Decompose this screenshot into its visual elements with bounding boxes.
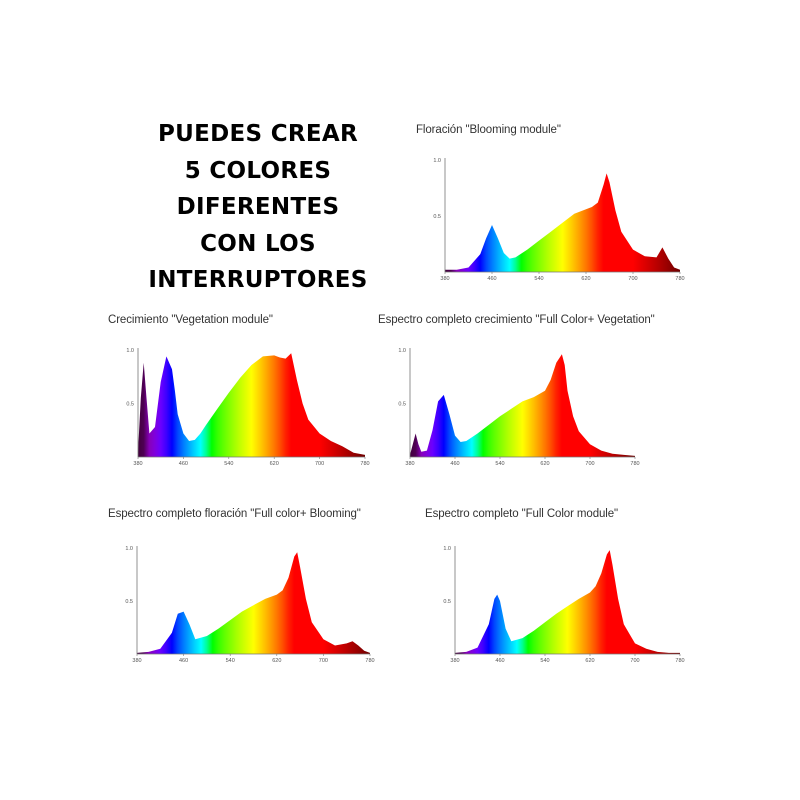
x-tick-label: 460 [487,276,496,282]
x-tick-label: 700 [585,461,594,467]
x-tick-label: 540 [534,276,543,282]
x-tick-label: 700 [319,658,328,664]
spectrum-area [410,354,635,457]
x-tick-label: 540 [495,461,504,467]
y-tick-label: 1.0 [126,348,134,354]
spectrum-chart-blooming: 1.0 0.5 380 460 540 620 700 780 [433,158,685,282]
x-tick-label: 780 [365,658,374,664]
x-tick-label: 780 [675,658,684,664]
headline-line-3: DIFERENTES [176,194,340,220]
y-tick-label: 0.5 [126,402,134,408]
x-tick-label: 780 [360,461,369,467]
x-tick-label: 620 [272,658,281,664]
y-tick-label: 0.5 [443,599,451,605]
chart-title-full-color-vegetation: Espectro completo crecimiento "Full Colo… [378,314,655,326]
headline-line-1: PUEDES CREAR [157,121,359,147]
spectrum-chart-full-color: 1.0 0.5 380 460 540 620 700 780 [443,546,685,664]
x-tick-label: 540 [540,658,549,664]
chart-title-vegetation: Crecimiento "Vegetation module" [108,314,273,326]
x-tick-label: 540 [226,658,235,664]
headline-line-2: 5 COLORES [184,157,332,184]
headline-line-5: INTERRUPTORES [148,267,368,293]
spectrum-chart-vegetation: 1.0 0.5 380 460 540 620 700 780 [126,348,370,467]
x-tick-label: 620 [540,461,549,467]
x-tick-label: 460 [495,658,504,664]
spectrum-area [138,353,365,457]
y-tick-label: 0.5 [398,402,406,408]
x-tick-label: 380 [405,461,414,467]
x-tick-label: 700 [315,461,324,467]
chart-title-full-color-blooming: Espectro completo floración "Full color+… [108,508,361,520]
x-tick-label: 540 [224,461,233,467]
chart-title-blooming: Floración "Blooming module" [416,124,561,136]
y-tick-label: 1.0 [433,158,441,164]
y-tick-label: 1.0 [443,546,451,552]
x-tick-label: 380 [132,658,141,664]
x-tick-label: 380 [133,461,142,467]
chart-title-full-color: Espectro completo "Full Color module" [425,508,619,520]
x-tick-label: 620 [270,461,279,467]
spectrum-chart-full-color-blooming: 1.0 0.5 380 460 540 620 700 780 [125,546,375,664]
spectrum-area [137,552,370,654]
y-tick-label: 0.5 [433,214,441,220]
x-tick-label: 460 [179,461,188,467]
x-tick-label: 700 [630,658,639,664]
x-tick-label: 460 [450,461,459,467]
x-tick-label: 700 [628,276,637,282]
headline: PUEDES CREAR 5 COLORES DIFERENTES CON LO… [118,116,398,299]
spectrum-chart-full-color-vegetation: 1.0 0.5 380 460 540 620 700 780 [398,348,640,467]
y-tick-label: 0.5 [125,599,133,605]
headline-line-4: CON LOS [200,230,316,257]
spectrum-area [455,550,680,654]
y-tick-label: 1.0 [125,546,133,552]
x-tick-label: 620 [585,658,594,664]
spectrum-area [445,173,680,272]
x-tick-label: 620 [581,276,590,282]
x-tick-label: 380 [450,658,459,664]
x-tick-label: 780 [630,461,639,467]
y-tick-label: 1.0 [398,348,406,354]
x-tick-label: 460 [179,658,188,664]
x-tick-label: 780 [675,276,684,282]
x-tick-label: 380 [440,276,449,282]
